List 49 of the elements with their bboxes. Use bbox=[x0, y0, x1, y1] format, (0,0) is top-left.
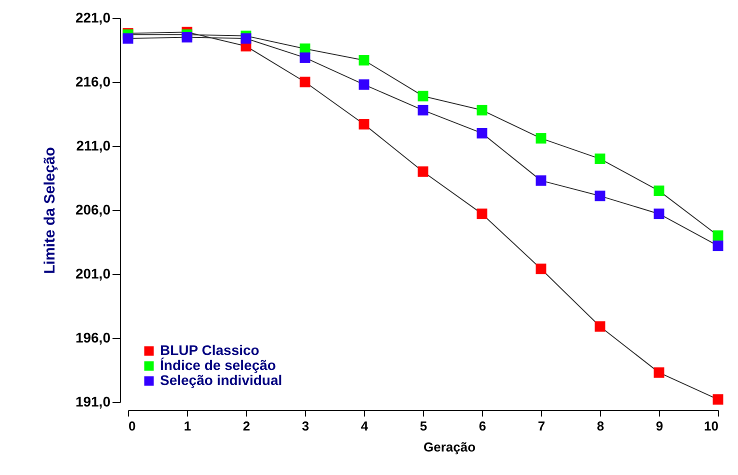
legend-label: Índice de seleção bbox=[160, 357, 276, 373]
y-tick-label: 216,0 bbox=[75, 74, 111, 90]
x-tick-label: 0 bbox=[128, 418, 136, 434]
x-tick-label: 2 bbox=[242, 418, 250, 434]
point bbox=[712, 394, 724, 405]
point bbox=[122, 33, 134, 44]
y-tick-label: 191,0 bbox=[75, 394, 111, 410]
point bbox=[536, 264, 546, 274]
point bbox=[594, 321, 606, 332]
x-tick-label: 6 bbox=[478, 418, 486, 434]
x-axis-title: Geração bbox=[424, 440, 476, 454]
legend-label: Seleção individual bbox=[160, 372, 282, 388]
x-tick-label: 10 bbox=[704, 418, 718, 434]
point bbox=[476, 208, 488, 220]
x-tick-label: 5 bbox=[420, 418, 428, 434]
y-tick-label: 211,0 bbox=[76, 138, 111, 154]
point bbox=[654, 186, 664, 196]
point bbox=[536, 133, 546, 144]
point bbox=[358, 79, 370, 90]
y-tick-label: 196,0 bbox=[75, 330, 111, 346]
point bbox=[358, 118, 370, 130]
point bbox=[418, 104, 428, 116]
y-tick-label: 206,0 bbox=[75, 202, 111, 218]
point bbox=[594, 190, 606, 202]
point bbox=[536, 175, 546, 186]
x-tick-label: 1 bbox=[184, 418, 192, 434]
x-tick-label: 8 bbox=[596, 418, 604, 434]
point bbox=[712, 230, 724, 241]
point bbox=[300, 52, 310, 63]
point bbox=[712, 240, 724, 252]
point bbox=[418, 90, 428, 102]
point bbox=[182, 32, 192, 42]
y-tick-label: 201,0 bbox=[75, 266, 111, 282]
point bbox=[240, 33, 252, 44]
point bbox=[654, 208, 664, 220]
x-tick-label: 3 bbox=[302, 418, 310, 434]
y-tick-label: 221,0 bbox=[75, 10, 111, 26]
y-axis-title: Limite da Seleção bbox=[41, 147, 58, 274]
point bbox=[654, 367, 664, 378]
point bbox=[418, 166, 428, 177]
x-tick-label: 9 bbox=[656, 418, 664, 434]
x-tick-label: 7 bbox=[538, 418, 546, 434]
x-tick-label: 4 bbox=[360, 418, 369, 434]
legend-label: BLUP Classico bbox=[160, 342, 260, 358]
point bbox=[358, 54, 370, 66]
point bbox=[476, 104, 488, 116]
point bbox=[476, 128, 488, 138]
point bbox=[300, 76, 310, 88]
point bbox=[594, 154, 606, 164]
